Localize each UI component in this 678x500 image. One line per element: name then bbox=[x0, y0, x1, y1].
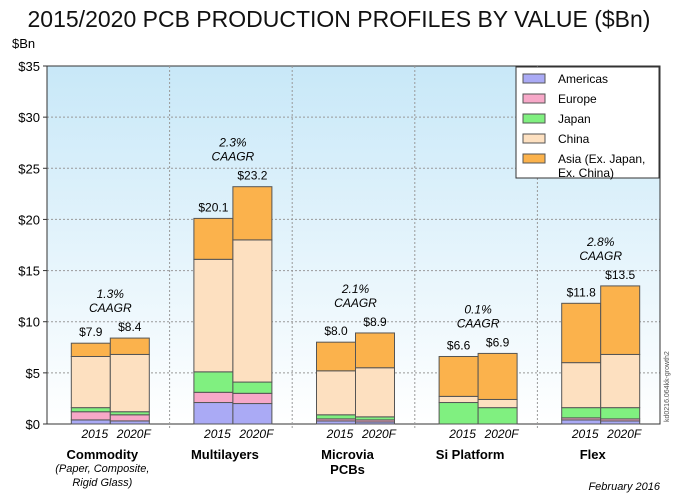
legend-label-line2: Ex. China) bbox=[558, 166, 614, 180]
footer-code: kd0216.064kk-growth2 bbox=[664, 351, 671, 422]
bar-segment bbox=[70, 411, 111, 421]
group-sublabel: Rigid Glass) bbox=[72, 477, 132, 489]
group-label-line2: PCBs bbox=[330, 462, 365, 477]
cagr-label: CAAGR bbox=[579, 249, 622, 263]
y-tick-label: $0 bbox=[26, 417, 40, 432]
bar-segment bbox=[477, 352, 518, 400]
bar-year-label: 2020F bbox=[361, 427, 397, 441]
bar-total-label: $23.2 bbox=[237, 169, 267, 183]
legend-label: Japan bbox=[558, 112, 591, 126]
bar-segment bbox=[109, 353, 150, 413]
footer-date: February 2016 bbox=[588, 481, 660, 493]
group-label: Si Platform bbox=[436, 447, 505, 462]
legend-swatch bbox=[522, 73, 546, 84]
bar-segment bbox=[477, 407, 518, 425]
bar-total-label: $11.8 bbox=[567, 285, 596, 299]
bar-segment bbox=[600, 285, 641, 355]
bar-segment bbox=[561, 302, 602, 364]
bar-total-label: $8.0 bbox=[324, 324, 348, 338]
cagr-label: CAAGR bbox=[334, 296, 377, 310]
y-tick-label: $5 bbox=[26, 366, 40, 381]
bar-year-label: 2015 bbox=[571, 427, 599, 441]
bar-segment bbox=[70, 419, 111, 425]
bar-segment bbox=[70, 407, 111, 413]
bar-segment bbox=[193, 217, 234, 260]
bar-segment bbox=[438, 395, 479, 404]
bar-segment bbox=[561, 407, 602, 419]
y-tick-label: $20 bbox=[18, 212, 40, 227]
cagr-label: CAAGR bbox=[457, 316, 500, 330]
bar-total-label: $6.6 bbox=[447, 338, 471, 352]
bar-total-label: $8.4 bbox=[118, 320, 142, 334]
bar-segment bbox=[232, 392, 273, 405]
legend-swatch bbox=[522, 153, 546, 164]
bar-segment bbox=[70, 342, 111, 357]
y-tick-label: $15 bbox=[18, 264, 40, 279]
legend: Americas Europe Japan China Asia (Ex. Japan,… bbox=[515, 66, 660, 180]
legend-swatch bbox=[522, 133, 546, 144]
bar-segment bbox=[355, 332, 395, 369]
bar-year-label: 2020F bbox=[116, 427, 152, 441]
group-label: Microvia bbox=[321, 447, 375, 462]
legend-label: Americas bbox=[558, 72, 608, 86]
cagr-label: CAAGR bbox=[89, 301, 132, 315]
y-axis-label: $Bn bbox=[12, 36, 35, 51]
bar-year-label: 2015 bbox=[80, 427, 108, 441]
bar-segment bbox=[355, 367, 395, 418]
bar-total-label: $13.5 bbox=[605, 268, 635, 282]
bar-segment bbox=[232, 239, 273, 383]
group-label: Multilayers bbox=[191, 447, 259, 462]
y-tick-label: $25 bbox=[18, 161, 40, 176]
group-sublabel: (Paper, Composite, bbox=[55, 463, 149, 475]
bar-year-label: 2015 bbox=[448, 427, 476, 441]
legend-label: Asia (Ex. Japan, bbox=[558, 152, 645, 166]
group-label: Flex bbox=[580, 447, 607, 462]
bar-segment bbox=[232, 381, 273, 394]
bar-year-label: 2015 bbox=[326, 427, 354, 441]
cagr-label: CAAGR bbox=[212, 150, 255, 164]
legend-label: Europe bbox=[558, 92, 597, 106]
bar-segment bbox=[600, 407, 641, 420]
bar-year-label: 2020F bbox=[484, 427, 520, 441]
bar-segment bbox=[232, 403, 273, 425]
bar-year-label: 2020F bbox=[606, 427, 642, 441]
bar-total-label: $20.1 bbox=[198, 200, 228, 214]
bar-segment bbox=[193, 402, 234, 425]
bar-segment bbox=[193, 371, 234, 393]
y-tick-label: $30 bbox=[18, 110, 40, 125]
bar-segment bbox=[193, 258, 234, 373]
bar-total-label: $7.9 bbox=[79, 325, 103, 339]
chart-title: 2015/2020 PCB PRODUCTION PROFILES BY VAL… bbox=[27, 6, 651, 32]
bar-segment bbox=[70, 355, 111, 409]
bar-year-label: 2020F bbox=[238, 427, 274, 441]
bar-segment bbox=[232, 186, 273, 241]
legend-label: China bbox=[558, 132, 590, 146]
bar-segment bbox=[600, 353, 641, 409]
bar-segment bbox=[561, 419, 602, 425]
bar-total-label: $6.9 bbox=[486, 335, 510, 349]
cagr-value: 2.3% bbox=[218, 136, 247, 150]
cagr-value: 0.1% bbox=[464, 302, 492, 316]
y-tick-label: $35 bbox=[18, 59, 40, 74]
legend-swatch bbox=[522, 113, 546, 124]
bar-segment bbox=[316, 370, 356, 416]
bar-segment bbox=[477, 398, 518, 409]
group-label: Commodity bbox=[67, 447, 139, 462]
bar-segment bbox=[561, 362, 602, 409]
bar-segment bbox=[316, 341, 356, 372]
bar-total-label: $8.9 bbox=[363, 315, 387, 329]
bar-segment bbox=[438, 355, 479, 397]
cagr-value: 1.3% bbox=[97, 287, 125, 301]
bar-segment bbox=[193, 391, 234, 404]
bar-segment bbox=[109, 337, 150, 355]
bar-segment bbox=[316, 414, 356, 420]
bar-year-label: 2015 bbox=[203, 427, 231, 441]
legend-swatch bbox=[522, 93, 546, 104]
bar-segment bbox=[438, 402, 479, 425]
y-tick-label: $10 bbox=[18, 315, 40, 330]
cagr-value: 2.8% bbox=[586, 235, 615, 249]
cagr-value: 2.1% bbox=[341, 282, 370, 296]
bar-segment bbox=[109, 414, 150, 422]
